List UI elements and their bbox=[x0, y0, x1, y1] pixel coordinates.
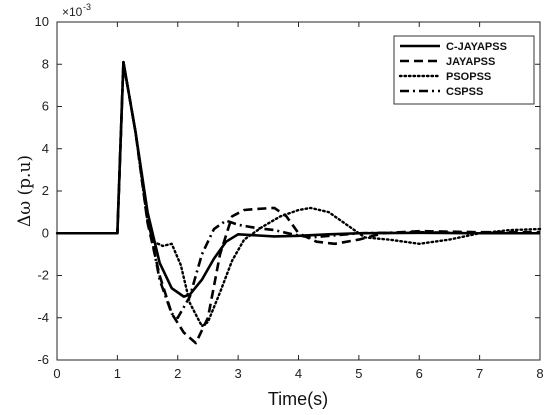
y-tick-label: 6 bbox=[42, 99, 49, 114]
x-tick-label: 1 bbox=[114, 366, 121, 381]
y-tick-label: 10 bbox=[35, 14, 49, 29]
y-tick-label: 2 bbox=[42, 183, 49, 198]
y-tick-label: 8 bbox=[42, 56, 49, 71]
y-tick-label: -6 bbox=[37, 352, 49, 367]
y-multiplier-exponent: -3 bbox=[83, 2, 91, 12]
legend-label: PSOPSS bbox=[446, 71, 491, 83]
series-line-cspss bbox=[57, 60, 540, 320]
x-tick-label: 0 bbox=[53, 366, 60, 381]
y-tick-label: -2 bbox=[37, 268, 49, 283]
x-tick-label: 3 bbox=[235, 366, 242, 381]
series-lines bbox=[55, 60, 542, 345]
legend-label: C-JAYAPSS bbox=[446, 41, 507, 53]
y-tick-label: 4 bbox=[42, 141, 49, 156]
x-axis-title: Time(s) bbox=[268, 389, 328, 409]
legend: C-JAYAPSS JAYAPSS PSOPSS CSPSS bbox=[393, 35, 535, 105]
y-tick-label: 0 bbox=[42, 225, 49, 240]
y-axis-title: Δω (p.u) bbox=[15, 155, 35, 227]
legend-label: CSPSS bbox=[446, 86, 483, 98]
legend-box bbox=[393, 35, 535, 105]
x-tick-label: 2 bbox=[174, 366, 181, 381]
x-tick-label: 5 bbox=[355, 366, 362, 381]
x-tick-label: 7 bbox=[476, 366, 483, 381]
x-tick-label: 6 bbox=[416, 366, 423, 381]
x-tick-label: 8 bbox=[536, 366, 543, 381]
x-tick-label: 4 bbox=[295, 366, 302, 381]
y-multiplier-label: ×10 bbox=[62, 5, 83, 19]
axis-ticks: 0 1 2 3 4 5 6 7 8 -6 -4 -2 0 2 4 6 8 10 bbox=[35, 14, 544, 381]
y-tick-label: -4 bbox=[37, 310, 49, 325]
legend-label: JAYAPSS bbox=[446, 56, 495, 68]
